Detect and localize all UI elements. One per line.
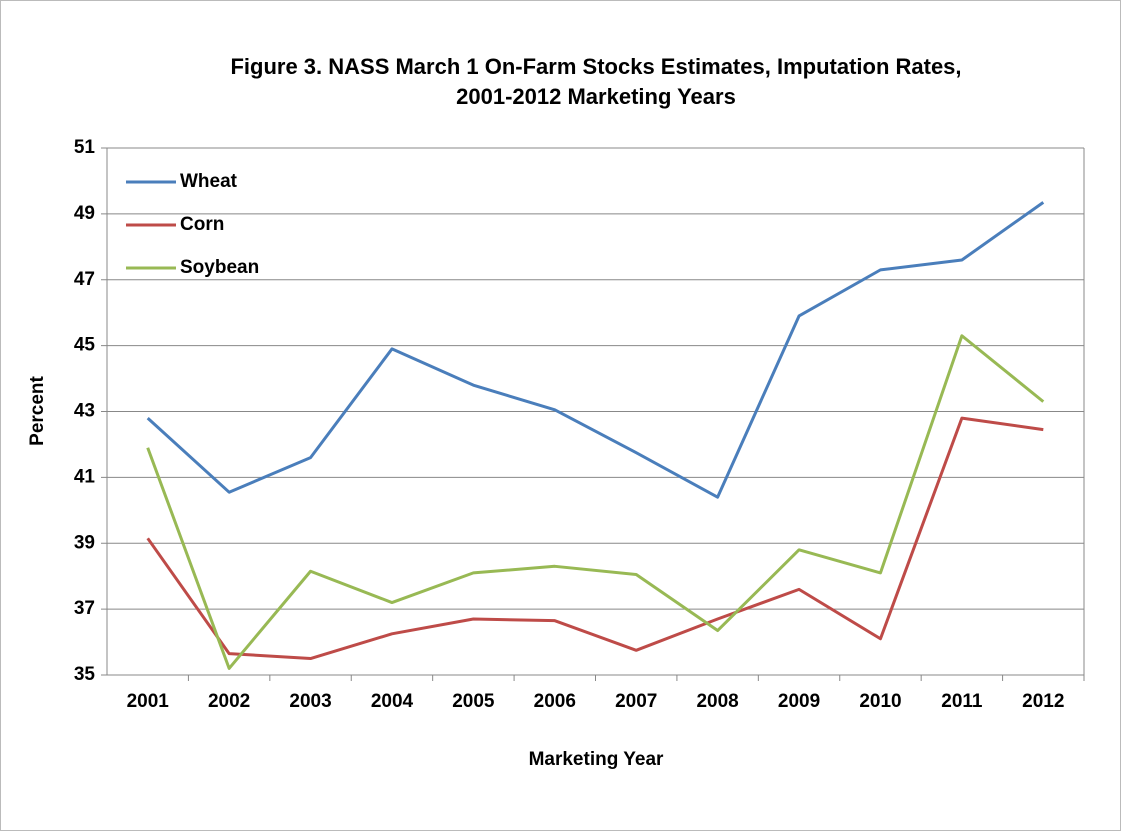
- x-tick-label: 2012: [1022, 691, 1064, 712]
- series-line: [146, 201, 1045, 499]
- y-tick-label: 51: [74, 137, 96, 158]
- series-line: [146, 334, 1045, 670]
- y-tick-label: 39: [74, 532, 95, 553]
- x-tick-label: 2009: [778, 691, 820, 712]
- y-tick-label: 49: [74, 203, 95, 224]
- x-tick-label: 2011: [941, 691, 983, 712]
- chart-title: 2001-2012 Marketing Years: [456, 84, 736, 109]
- x-tick-label: 2007: [615, 691, 657, 712]
- x-tick-label: 2001: [127, 691, 170, 712]
- y-tick-label: 43: [74, 401, 95, 422]
- x-tick-label: 2003: [289, 691, 331, 712]
- x-axis-label: Marketing Year: [529, 749, 664, 770]
- y-tick-label: 35: [74, 664, 96, 685]
- series-line: [146, 416, 1044, 661]
- chart-title: Figure 3. NASS March 1 On-Farm Stocks Es…: [230, 54, 961, 79]
- legend-label: Wheat: [180, 171, 238, 192]
- x-tick-label: 2004: [371, 691, 414, 712]
- legend-label: Corn: [180, 214, 224, 235]
- x-tick-label: 2006: [534, 691, 576, 712]
- x-tick-label: 2008: [696, 691, 738, 712]
- x-tick-label: 2005: [452, 691, 495, 712]
- y-tick-label: 41: [74, 466, 96, 487]
- y-tick-label: 47: [74, 269, 95, 290]
- y-tick-label: 37: [74, 598, 95, 619]
- legend-label: Soybean: [180, 257, 259, 278]
- y-tick-label: 45: [74, 335, 96, 356]
- x-tick-label: 2010: [859, 691, 901, 712]
- y-axis-label: Percent: [27, 375, 48, 445]
- x-tick-label: 2002: [208, 691, 250, 712]
